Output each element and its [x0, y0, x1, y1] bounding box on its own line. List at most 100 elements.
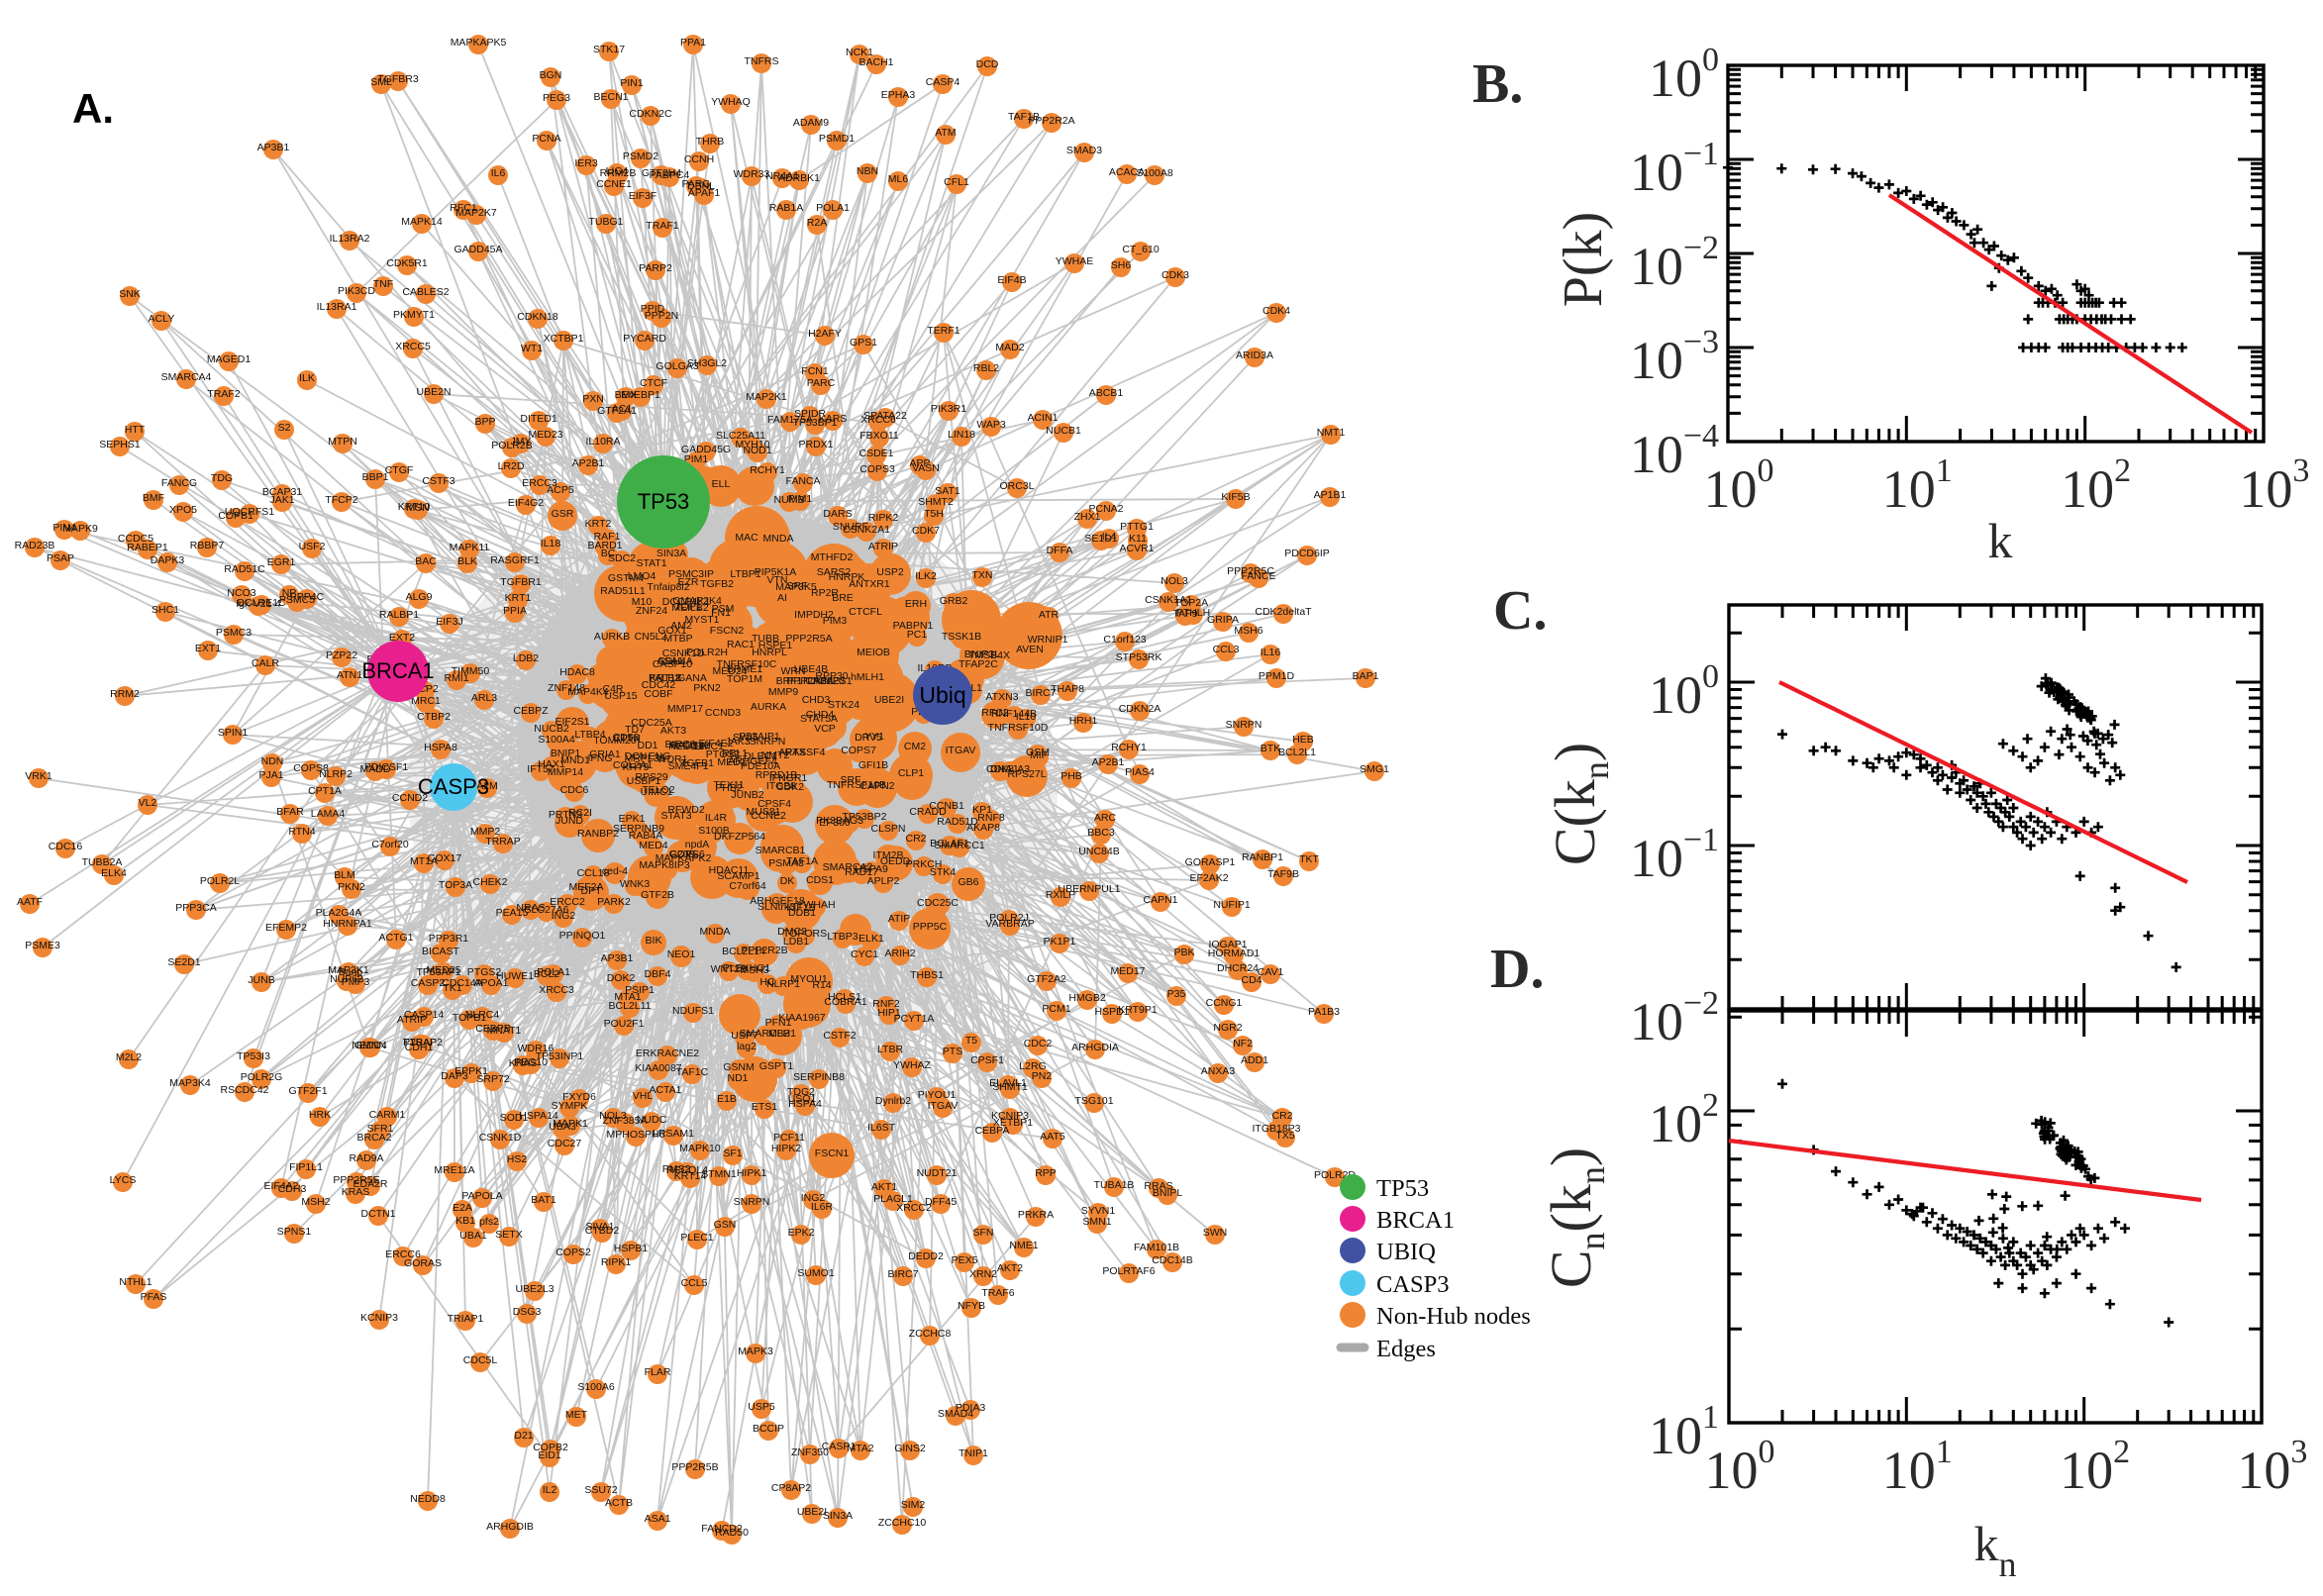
- svg-text:BMX: BMX: [615, 389, 638, 401]
- svg-text:OEDD: OEDD: [880, 855, 911, 867]
- svg-text:SPIN1: SPIN1: [218, 727, 249, 739]
- svg-text:PMS2: PMS2: [662, 1163, 691, 1175]
- svg-text:NUP62: NUP62: [330, 973, 363, 985]
- svg-text:TUBG1: TUBG1: [588, 216, 623, 228]
- svg-text:UQCRFS1: UQCRFS1: [225, 506, 274, 518]
- svg-text:CDK5R1: CDK5R1: [386, 257, 428, 269]
- svg-text:STAT3: STAT3: [660, 810, 691, 822]
- svg-text:SLNtrk3: SLNtrk3: [758, 901, 795, 913]
- svg-text:PSMA3: PSMA3: [768, 857, 804, 869]
- svg-text:WDR16: WDR16: [518, 1043, 555, 1054]
- svg-text:BMF: BMF: [143, 492, 164, 504]
- svg-text:CPSF4: CPSF4: [758, 798, 791, 810]
- svg-text:MEILB2: MEILB2: [671, 602, 709, 614]
- svg-text:RC2I: RC2I: [568, 807, 592, 819]
- svg-text:JAK1: JAK1: [269, 494, 294, 506]
- svg-text:AATF: AATF: [17, 896, 43, 908]
- svg-text:MTBP: MTBP: [663, 633, 692, 645]
- svg-text:PRKRA: PRKRA: [1018, 1209, 1054, 1221]
- svg-text:CASP14: CASP14: [404, 1009, 444, 1021]
- svg-text:SHC1: SHC1: [152, 604, 179, 616]
- svg-text:EGR1: EGR1: [267, 556, 296, 568]
- svg-text:PEX5: PEX5: [952, 1254, 978, 1266]
- svg-text:GPS1: GPS1: [850, 337, 877, 349]
- svg-text:NRAS: NRAS: [516, 902, 545, 914]
- svg-text:pfs2: pfs2: [479, 1216, 499, 1228]
- svg-text:DBF4: DBF4: [645, 968, 671, 980]
- svg-text:EXT2: EXT2: [389, 632, 415, 644]
- svg-text:FSCN1: FSCN1: [815, 1147, 850, 1159]
- svg-text:RFWD2: RFWD2: [667, 804, 704, 816]
- svg-text:MMP2: MMP2: [470, 826, 500, 838]
- svg-text:TFAP2C: TFAP2C: [959, 658, 998, 670]
- svg-text:CP8AP2: CP8AP2: [771, 1482, 811, 1494]
- svg-text:BIRC6: BIRC6: [665, 739, 696, 750]
- svg-text:ITGB8: ITGB8: [766, 780, 797, 792]
- svg-text:R2A: R2A: [807, 217, 827, 229]
- svg-text:SE2D1: SE2D1: [167, 956, 200, 968]
- svg-text:TOPORS: TOPORS: [783, 928, 827, 940]
- svg-text:DRV5: DRV5: [855, 732, 882, 744]
- svg-text:CABLES1: CABLES1: [805, 675, 852, 687]
- svg-text:CTBP2: CTBP2: [417, 711, 451, 723]
- svg-text:HIPK1: HIPK1: [737, 1167, 767, 1179]
- svg-text:GTF2H4: GTF2H4: [642, 167, 681, 179]
- svg-text:CASP1: CASP1: [822, 1441, 857, 1452]
- svg-text:CLSPN: CLSPN: [870, 823, 905, 835]
- svg-text:ITGAV: ITGAV: [928, 1100, 959, 1112]
- svg-text:K11: K11: [1129, 533, 1147, 545]
- svg-text:IFNGR1: IFNGR1: [769, 772, 808, 784]
- svg-text:MYH10: MYH10: [735, 439, 769, 450]
- svg-text:EZR: EZR: [678, 576, 699, 588]
- svg-text:ALG9: ALG9: [406, 591, 433, 603]
- svg-text:BCL2L11: BCL2L11: [608, 1000, 651, 1012]
- svg-text:ARHGDIB: ARHGDIB: [486, 1521, 534, 1533]
- svg-text:SMARCA2: SMARCA2: [823, 861, 873, 873]
- svg-text:APP: APP: [909, 457, 930, 469]
- svg-text:SRF: SRF: [841, 774, 861, 786]
- svg-text:Tnfaip8l2: Tnfaip8l2: [647, 581, 689, 593]
- svg-text:SMAD4: SMAD4: [938, 1408, 973, 1420]
- svg-text:YWHAZ: YWHAZ: [893, 1059, 932, 1071]
- svg-text:ITGAV: ITGAV: [946, 745, 976, 756]
- svg-text:TAF1C: TAF1C: [676, 1066, 709, 1078]
- svg-text:PA1B3: PA1B3: [1308, 1006, 1340, 1018]
- svg-text:k: k: [1988, 513, 2013, 568]
- svg-text:MAPK1: MAPK1: [553, 1118, 588, 1130]
- svg-text:CDH1: CDH1: [405, 1042, 434, 1053]
- svg-text:PSAP: PSAP: [47, 552, 74, 564]
- svg-text:ADAM9: ADAM9: [793, 117, 829, 129]
- svg-text:RRAS: RRAS: [1144, 1180, 1172, 1192]
- svg-text:MRC1: MRC1: [411, 695, 441, 707]
- svg-text:SMG1: SMG1: [1360, 763, 1389, 775]
- svg-text:HAX1: HAX1: [538, 758, 565, 770]
- svg-text:MNDA: MNDA: [763, 533, 794, 545]
- svg-text:ZCCHC10: ZCCHC10: [878, 1517, 927, 1529]
- svg-text:SERPINB8: SERPINB8: [793, 1071, 845, 1083]
- svg-text:TP53: TP53: [1376, 1175, 1429, 1202]
- svg-text:SIVA1: SIVA1: [586, 1221, 615, 1233]
- svg-text:LRSAM1: LRSAM1: [653, 1128, 694, 1140]
- svg-text:AKT1: AKT1: [871, 1181, 897, 1193]
- svg-text:PPINQO1: PPINQO1: [559, 930, 606, 942]
- svg-text:CPSF1: CPSF1: [970, 1054, 1004, 1066]
- svg-text:ING2: ING2: [552, 910, 576, 922]
- svg-text:MT1A: MT1A: [410, 855, 438, 867]
- svg-text:R14: R14: [812, 979, 831, 991]
- svg-text:PSMD2: PSMD2: [623, 150, 658, 162]
- svg-text:KCNIP3: KCNIP3: [360, 1312, 398, 1324]
- svg-text:RAD51L1: RAD51L1: [600, 585, 646, 597]
- svg-text:POLA1: POLA1: [537, 966, 570, 978]
- svg-text:COPB1: COPB1: [218, 510, 253, 522]
- svg-text:CDKN2C: CDKN2C: [629, 108, 672, 120]
- svg-text:LIN18: LIN18: [948, 429, 975, 441]
- svg-text:PJA1: PJA1: [258, 769, 283, 781]
- svg-text:PCYT1A: PCYT1A: [894, 1013, 935, 1025]
- svg-text:SRP72: SRP72: [476, 1073, 509, 1085]
- svg-text:NBN: NBN: [857, 165, 878, 177]
- svg-text:CSNK1D: CSNK1D: [479, 1132, 522, 1144]
- svg-text:UBERNPUL1: UBERNPUL1: [1058, 883, 1120, 895]
- svg-text:ELK1: ELK1: [858, 933, 884, 945]
- svg-text:TOP2A: TOP2A: [1174, 597, 1208, 609]
- svg-text:SIN3A: SIN3A: [823, 1510, 853, 1522]
